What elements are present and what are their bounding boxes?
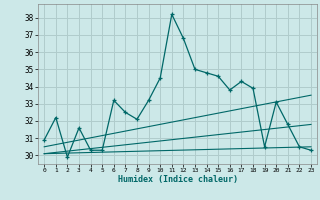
X-axis label: Humidex (Indice chaleur): Humidex (Indice chaleur)	[118, 175, 238, 184]
